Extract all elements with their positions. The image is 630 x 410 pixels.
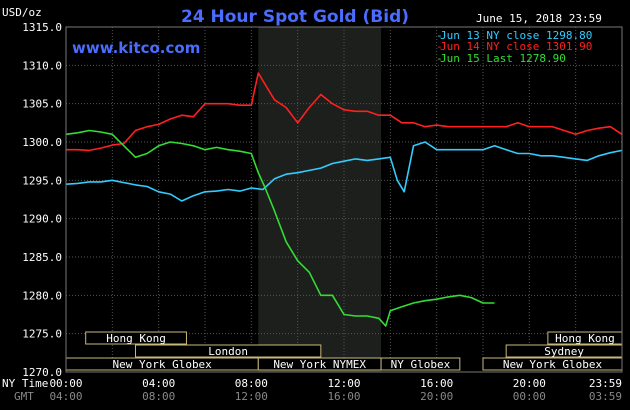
y-tick-label: 1280.0 xyxy=(22,289,62,302)
market-session-label: New York Globex xyxy=(112,358,212,371)
x-tick-label-gmt: 16:00 xyxy=(327,390,360,403)
market-session-bar xyxy=(85,331,187,345)
plot-frame xyxy=(65,26,623,373)
market-session-label: Hong Kong xyxy=(106,332,166,345)
x-tick-label-gmt: 04:00 xyxy=(49,390,82,403)
legend-jun14: Jun 14 NY close 1301.90 xyxy=(440,40,592,53)
market-session-label: Hong Kong xyxy=(555,332,615,345)
source-watermark: www.kitco.com xyxy=(72,39,200,57)
legend-jun15: Jun 15 Last 1278.90 xyxy=(440,52,566,65)
x-tick-label-ny: 04:00 xyxy=(142,377,175,390)
market-session-bar xyxy=(380,357,461,371)
x-tick-label-ny: 08:00 xyxy=(235,377,268,390)
x-tick-label-ny: 00:00 xyxy=(49,377,82,390)
market-session-bar xyxy=(135,344,322,358)
gmt-label: GMT xyxy=(14,390,34,403)
chart-title: 24 Hour Spot Gold (Bid) xyxy=(181,7,409,27)
market-session-label: NY Globex xyxy=(391,358,451,371)
market-session-label: New York Globex xyxy=(503,358,603,371)
svg-text:-: - xyxy=(436,29,443,42)
market-session-label: Sydney xyxy=(544,345,584,358)
ny-time-label: NY Time xyxy=(2,377,48,390)
series-line-1 xyxy=(65,141,623,202)
x-tick-label-gmt: 03:59 xyxy=(589,390,622,403)
svg-text:-: - xyxy=(436,52,443,65)
y-tick-label: 1295.0 xyxy=(22,174,62,187)
x-tick-label-gmt: 00:00 xyxy=(513,390,546,403)
y-tick-label: 1275.0 xyxy=(22,328,62,341)
x-tick-label-ny: 16:00 xyxy=(420,377,453,390)
y-tick-label: 1305.0 xyxy=(22,98,62,111)
x-tick-label-gmt: 12:00 xyxy=(235,390,268,403)
market-session-label: New York NYMEX xyxy=(273,358,366,371)
x-tick-label-ny: 23:59 xyxy=(589,377,622,390)
nymex-session-shade xyxy=(258,27,382,372)
series-line-3 xyxy=(65,129,495,327)
y-tick-label: 1300.0 xyxy=(22,136,62,149)
y-tick-label: 1315.0 xyxy=(22,21,62,34)
svg-text:-: - xyxy=(436,40,443,53)
x-tick-label-gmt: 08:00 xyxy=(142,390,175,403)
y-tick-label: 1285.0 xyxy=(22,251,62,264)
series-line-2 xyxy=(66,72,623,152)
y-tick-label: 1270.0 xyxy=(22,366,62,379)
x-tick-label-gmt: 20:00 xyxy=(420,390,453,403)
y-tick-label: 1310.0 xyxy=(22,59,62,72)
y-tick-label: 1290.0 xyxy=(22,213,62,226)
legend: Jun 13 NY close 1298.80 Jun 14 NY close … xyxy=(436,29,592,65)
x-tick-label-ny: 12:00 xyxy=(327,377,360,390)
y-axis-unit-label: USD/oz xyxy=(2,6,42,19)
chart-date: June 15, 2018 23:59 xyxy=(476,12,602,25)
x-tick-label-ny: 20:00 xyxy=(513,377,546,390)
market-session-label: London xyxy=(208,345,248,358)
legend-jun13: Jun 13 NY close 1298.80 xyxy=(440,29,592,42)
